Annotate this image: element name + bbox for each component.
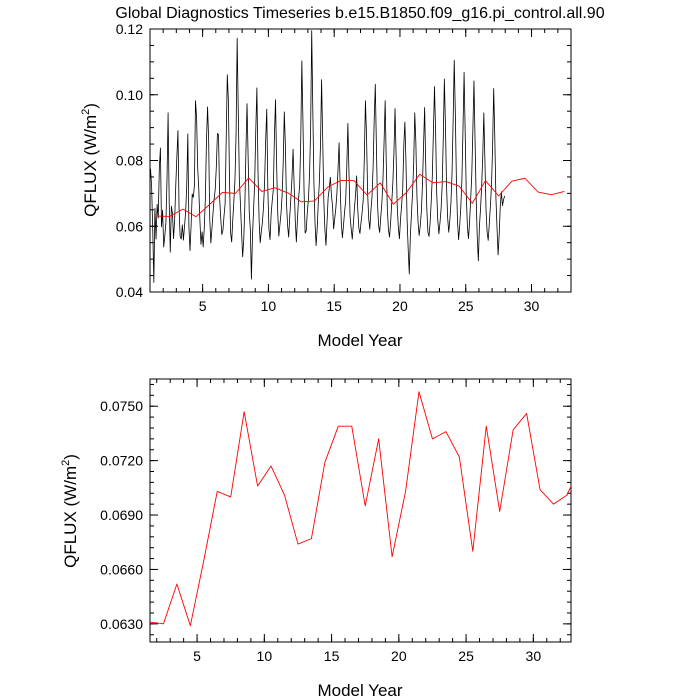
top-ytick-labels: 0.04 0.06 0.08 0.10 0.12	[116, 21, 143, 300]
series-line-annual	[149, 391, 572, 627]
x-tick-label: 5	[193, 648, 201, 664]
x-tick-label: 20	[392, 298, 408, 314]
x-tick-label: 10	[261, 298, 277, 314]
bottom-ytick-labels: 0.0630 0.0660 0.0690 0.0720 0.0750	[100, 398, 143, 632]
y-tick-label: 0.06	[116, 218, 143, 234]
y-tick-label: 0.10	[116, 87, 143, 103]
y-tick-label: 0.0630	[100, 616, 143, 632]
y-tick-label: 0.08	[116, 153, 143, 169]
bottom-series	[149, 391, 572, 627]
x-axis-title-top: Model Year	[317, 331, 402, 350]
top-xtick-labels: 5 10 15 20 25 30	[199, 298, 540, 314]
x-tick-label: 30	[526, 648, 542, 664]
plot-frame-top	[149, 28, 572, 293]
y-axis-title-bottom: QFLUX (W/m2)	[60, 454, 80, 568]
series-line-annual	[156, 173, 565, 218]
x-tick-label: 25	[458, 298, 474, 314]
x-tick-label: 25	[458, 648, 474, 664]
chart-title: Global Diagnostics Timeseries b.e15.B185…	[115, 5, 604, 22]
x-axis-title-bottom: Model Year	[317, 681, 402, 700]
x-tick-label: 15	[326, 298, 342, 314]
x-tick-label: 30	[524, 298, 540, 314]
y-tick-label: 0.0720	[100, 453, 143, 469]
x-tick-label: 10	[257, 648, 273, 664]
x-tick-label: 5	[199, 298, 207, 314]
panel-bottom: 0.0630 0.0660 0.0690 0.0720 0.0750 5 10 15 20 25…	[60, 378, 572, 700]
bottom-xtick-labels: 5 10 15 20 25 30	[193, 648, 541, 664]
y-axis-title-top: QFLUX (W/m2)	[80, 103, 100, 217]
bottom-major-ticks	[150, 379, 571, 642]
top-series	[150, 30, 565, 283]
y-tick-label: 0.0660	[100, 561, 143, 577]
x-tick-label: 15	[324, 648, 340, 664]
top-minor-ticks	[149, 28, 572, 293]
x-tick-label: 20	[391, 648, 407, 664]
top-major-ticks	[150, 28, 571, 293]
y-tick-label: 0.0690	[100, 507, 143, 523]
y-tick-label: 0.04	[116, 284, 143, 300]
y-tick-label: 0.12	[116, 21, 143, 37]
panel-top: 0.04 0.06 0.08 0.10 0.12 5 10 15 20 25 30 Model Y…	[80, 21, 572, 350]
series-line-monthly	[150, 30, 506, 283]
plot-frame-bottom	[149, 378, 572, 643]
y-tick-label: 0.0750	[100, 398, 143, 414]
